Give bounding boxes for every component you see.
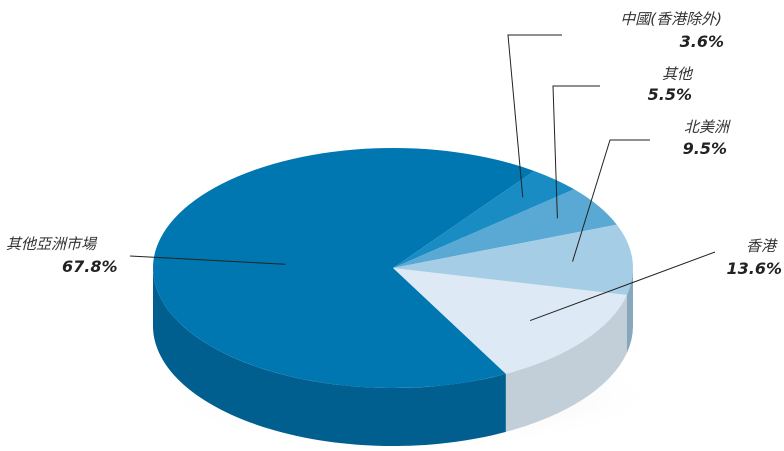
pie-slice-north-america	[393, 224, 633, 295]
slice-value-other: 5.5%	[647, 85, 692, 104]
leader-line-north-america	[572, 139, 650, 262]
pie-side-north-america	[626, 268, 633, 353]
leader-line-hong-kong	[529, 251, 716, 322]
slice-value-north-america: 9.5%	[682, 139, 727, 158]
slice-label-hong-kong: 香港	[745, 237, 776, 255]
slice-value-rest-of-asia: 67.8%	[62, 257, 118, 276]
pie-slice-rest-of-asia	[153, 148, 535, 388]
leader-line-china	[507, 34, 562, 198]
pie-side-rest-of-asia	[153, 268, 506, 446]
leader-line-other	[552, 85, 600, 219]
slice-label-north-america: 北美洲	[683, 118, 729, 136]
pie-slice-hong-kong	[393, 268, 627, 374]
pie-slice-china	[393, 170, 575, 268]
slice-label-rest-of-asia: 其他亞洲市場	[6, 235, 97, 253]
slice-value-china: 3.6%	[679, 32, 724, 51]
slice-label-china: 中國(香港除外)	[620, 10, 722, 28]
slice-value-hong-kong: 13.6%	[726, 259, 782, 278]
pie-side-hong-kong	[505, 294, 627, 432]
slice-label-other: 其他	[661, 65, 692, 83]
pie-slice-other	[393, 189, 617, 268]
leader-line-rest-of-asia	[129, 255, 286, 265]
